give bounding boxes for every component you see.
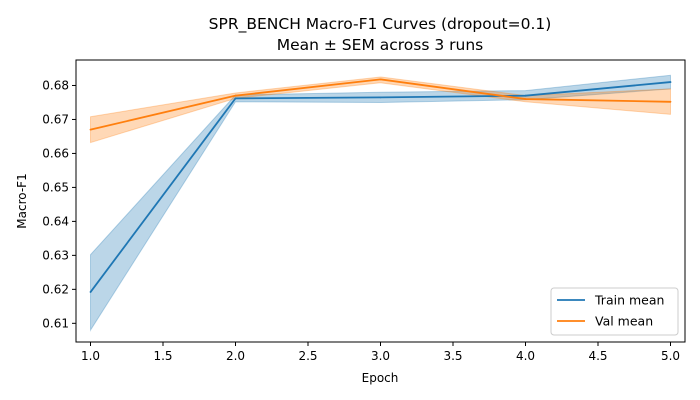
data-point-1-0 [89, 128, 92, 131]
data-point-0-4 [669, 81, 672, 83]
sem-band-0 [90, 74, 671, 332]
y-tick-label: 0.66 [42, 146, 69, 160]
sem-band-1 [90, 76, 671, 144]
data-point-0-3 [524, 94, 527, 97]
chart-subtitle: Mean ± SEM across 3 runs [277, 36, 484, 54]
chart-title: SPR_BENCH Macro-F1 Curves (dropout=0.1) [209, 15, 552, 34]
y-tick-label: 0.67 [42, 112, 69, 126]
x-tick-label: 5.0 [661, 349, 680, 363]
y-axis-ticks: 0.61 0.62 0.63 0.64 0.65 0.66 0.67 0.68 [42, 78, 76, 330]
x-tick-label: 1.0 [81, 349, 100, 363]
data-point-1-4 [669, 100, 672, 103]
data-point-0-1 [234, 97, 237, 100]
data-point-1-3 [524, 98, 527, 100]
x-tick-label: 2.5 [298, 349, 317, 363]
x-tick-label: 4.5 [588, 349, 607, 363]
x-axis-label: Epoch [362, 371, 399, 385]
y-axis-label: Macro-F1 [15, 173, 29, 228]
y-tick-label: 0.63 [42, 248, 69, 262]
data-point-0-0 [89, 291, 92, 293]
x-axis-ticks: 1.0 1.5 2.0 2.5 3.0 3.5 4.0 4.5 5.0 [81, 342, 680, 363]
legend: Train mean Val mean [550, 287, 679, 336]
legend-label-train: Train mean [594, 293, 664, 308]
y-tick-label: 0.68 [42, 78, 69, 92]
data-point-1-2 [379, 78, 382, 81]
legend-label-val: Val mean [595, 314, 653, 329]
x-tick-label: 1.5 [153, 349, 172, 363]
y-tick-label: 0.64 [42, 214, 69, 228]
data-point-0-2 [379, 96, 382, 99]
y-tick-label: 0.65 [42, 180, 69, 194]
y-tick-label: 0.62 [42, 282, 69, 296]
x-tick-label: 3.5 [443, 349, 462, 363]
x-tick-label: 4.0 [516, 349, 535, 363]
y-tick-label: 0.61 [42, 316, 69, 330]
data-point-1-1 [234, 94, 237, 97]
mean-lines [89, 78, 672, 293]
x-tick-label: 3.0 [371, 349, 390, 363]
x-tick-label: 2.0 [226, 349, 245, 363]
sem-bands [90, 74, 671, 332]
